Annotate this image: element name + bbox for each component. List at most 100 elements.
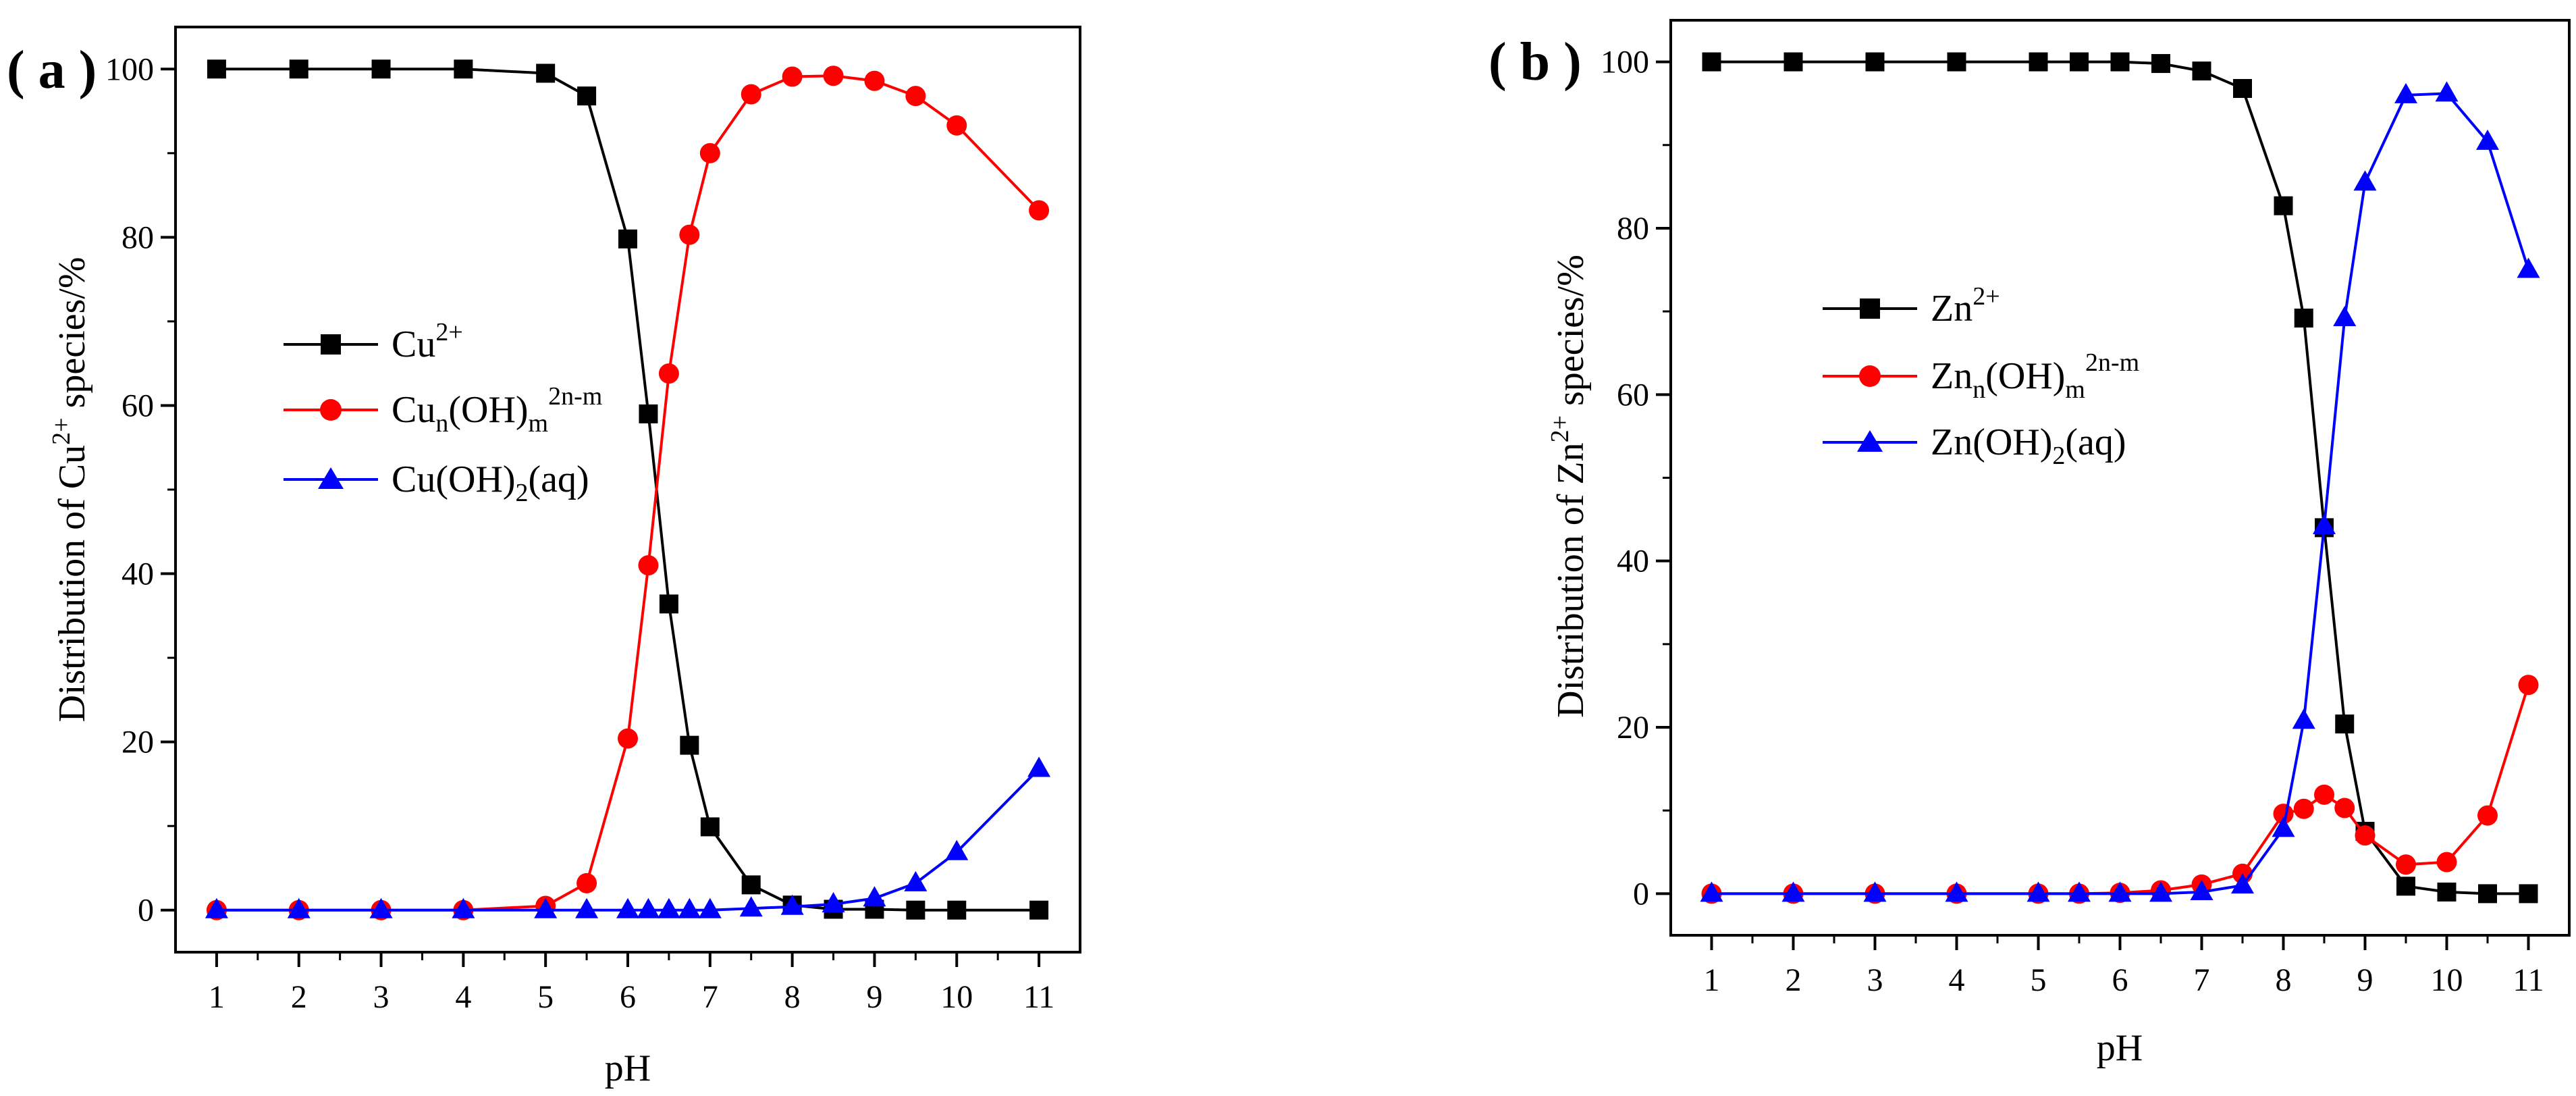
panel-b-y-axis-title-suffix: species/% — [1550, 255, 1592, 415]
data-point-cu — [577, 86, 597, 106]
svg-text:Znn(OH)m2n-m: Znn(OH)m2n-m — [1931, 348, 2139, 404]
data-point-cuoh2 — [657, 897, 680, 918]
panel-b-legend: Zn2+ Znn(OH)m2n-m Zn(OH)2(aq) — [1823, 282, 2139, 470]
data-point-cuoh — [638, 555, 659, 576]
svg-text:Cun(OH)m2n-m: Cun(OH)m2n-m — [392, 382, 602, 438]
panel-a-y-tick-label: 100 — [105, 51, 154, 87]
data-point-cuoh2 — [698, 897, 722, 918]
svg-text:Cu(OH)2(aq): Cu(OH)2(aq) — [392, 459, 589, 507]
panel-a-x-tick-label: 4 — [455, 979, 471, 1015]
data-point-znoh2 — [1945, 881, 1968, 902]
legend-label-cu-base: Cu — [392, 323, 435, 365]
data-point-znoh2 — [2435, 81, 2459, 102]
panel-b-plot-frame — [1669, 19, 2571, 937]
data-point-cuoh2 — [780, 894, 804, 915]
panel-b-x-tick-label: 3 — [1867, 962, 1883, 998]
data-point-znoh — [2293, 798, 2314, 819]
series-line-cuoh — [216, 74, 1040, 912]
data-point-cuoh2 — [575, 897, 599, 918]
data-point-zn — [2396, 877, 2415, 896]
data-point-cu — [289, 59, 308, 79]
legend-label-znoh-mid: (OH) — [1985, 355, 2065, 397]
data-point-zn — [2478, 884, 2497, 904]
data-point-znoh2 — [2313, 513, 2336, 534]
panel-b-series — [1700, 52, 2540, 904]
legend-label-zn-sup: 2+ — [1973, 282, 2000, 311]
data-point-cuoh — [782, 66, 803, 87]
legend-marker-cu — [321, 334, 341, 355]
panel-a-y-tick-label: 60 — [122, 388, 154, 423]
data-point-zn — [2070, 52, 2089, 72]
panel-b-legend-item-zn: Zn2+ — [1823, 282, 2000, 330]
panel-a-x-tick-label: 10 — [940, 979, 973, 1015]
data-point-zn — [2274, 196, 2293, 215]
data-point-cuoh2 — [287, 897, 311, 918]
panel-a-axes: 1 2 3 4 5 6 7 8 9 10 11 0 20 40 60 80 100 — [105, 51, 1054, 1015]
panel-a-x-tick-label: 6 — [620, 979, 636, 1015]
panel-a-x-axis-title: pH — [605, 1047, 651, 1089]
panel-a-x-tick-label: 11 — [1023, 979, 1054, 1015]
data-point-cuoh — [741, 84, 761, 105]
panel-b-y-tick-label: 0 — [1633, 876, 1649, 912]
legend-marker-cuoh — [320, 399, 342, 421]
data-point-cuoh2 — [739, 896, 763, 917]
data-point-zn — [2294, 308, 2313, 328]
panel-a-x-tick-label: 7 — [702, 979, 718, 1015]
data-point-znoh2 — [2353, 170, 2377, 191]
panel-b-x-tick-label: 2 — [1786, 962, 1802, 998]
panel-a-legend-item-cu: Cu2+ — [284, 318, 463, 365]
data-point-znoh2 — [2292, 708, 2315, 729]
data-point-cu — [454, 59, 473, 79]
panel-a-legend-item-cuoh: Cun(OH)m2n-m — [284, 382, 602, 438]
panel-a-plot-frame — [174, 26, 1081, 954]
panel-b-x-tick-label: 1 — [1704, 962, 1720, 998]
data-point-cuoh — [699, 142, 720, 163]
panel-a-chart: ( a ) 1 2 3 4 5 6 7 8 9 10 11 0 20 40 60 80 100 pH Distr… — [7, 26, 1081, 1089]
svg-text:Zn2+: Zn2+ — [1931, 282, 2000, 330]
data-point-cuoh2 — [637, 897, 660, 918]
panel-a-x-tick-label: 8 — [784, 979, 801, 1015]
data-point-cu — [1029, 900, 1049, 920]
panel-a-x-tick-label: 5 — [537, 979, 554, 1015]
data-point-znoh2 — [2027, 881, 2050, 902]
data-point-cu — [639, 404, 658, 423]
panel-a-legend: Cu2+ Cun(OH)m2n-m Cu(OH)2(aq) — [284, 318, 602, 507]
data-point-znoh2 — [2108, 881, 2132, 902]
legend-label-znoh-sub: n — [1973, 375, 1985, 404]
legend-marker-zn — [1860, 298, 1880, 319]
data-point-zn — [2151, 54, 2170, 74]
legend-label-cuoh2-base: Cu(OH) — [392, 459, 516, 500]
data-point-znoh2 — [2517, 257, 2540, 278]
panel-b-y-tick-label: 80 — [1617, 211, 1649, 246]
svg-text:Zn(OH)2(aq): Zn(OH)2(aq) — [1931, 421, 2126, 470]
svg-text:Cu2+: Cu2+ — [392, 318, 463, 365]
data-point-znoh2 — [1781, 881, 1805, 902]
panel-b-y-tick-label: 60 — [1617, 377, 1649, 413]
panel-b-x-tick-label: 5 — [2031, 962, 2047, 998]
data-point-zn — [2437, 882, 2457, 902]
panel-b-y-tick-label: 100 — [1601, 45, 1649, 80]
panel-b-x-tick-label: 7 — [2194, 962, 2210, 998]
data-point-zn — [2110, 52, 2130, 72]
data-point-znoh — [2477, 805, 2498, 826]
legend-label-znoh2-sub: 2 — [2052, 442, 2065, 470]
panel-b-legend-item-znoh2: Zn(OH)2(aq) — [1823, 421, 2126, 470]
legend-label-cuoh-sup: 2n-m — [548, 382, 602, 411]
data-point-cuoh2 — [616, 897, 639, 918]
panel-b-y-axis-title-main: Distribution of Zn — [1550, 442, 1592, 718]
data-point-cuoh2 — [904, 870, 928, 891]
data-point-zn — [2029, 52, 2048, 72]
data-point-cuoh — [576, 872, 597, 893]
panel-b-y-tick-label: 20 — [1617, 710, 1649, 746]
data-point-cu — [207, 59, 226, 79]
panel-b-x-tick-label: 10 — [2431, 962, 2463, 998]
data-point-znoh — [2355, 825, 2376, 846]
data-point-zn — [2192, 61, 2211, 81]
data-point-cuoh — [905, 86, 926, 107]
panel-a-series — [205, 59, 1051, 920]
panel-a-x-tick-label: 9 — [866, 979, 882, 1015]
data-point-znoh2 — [2068, 881, 2091, 902]
legend-marker-znoh — [1859, 365, 1881, 387]
panel-b-x-axis-title: pH — [2097, 1027, 2143, 1069]
